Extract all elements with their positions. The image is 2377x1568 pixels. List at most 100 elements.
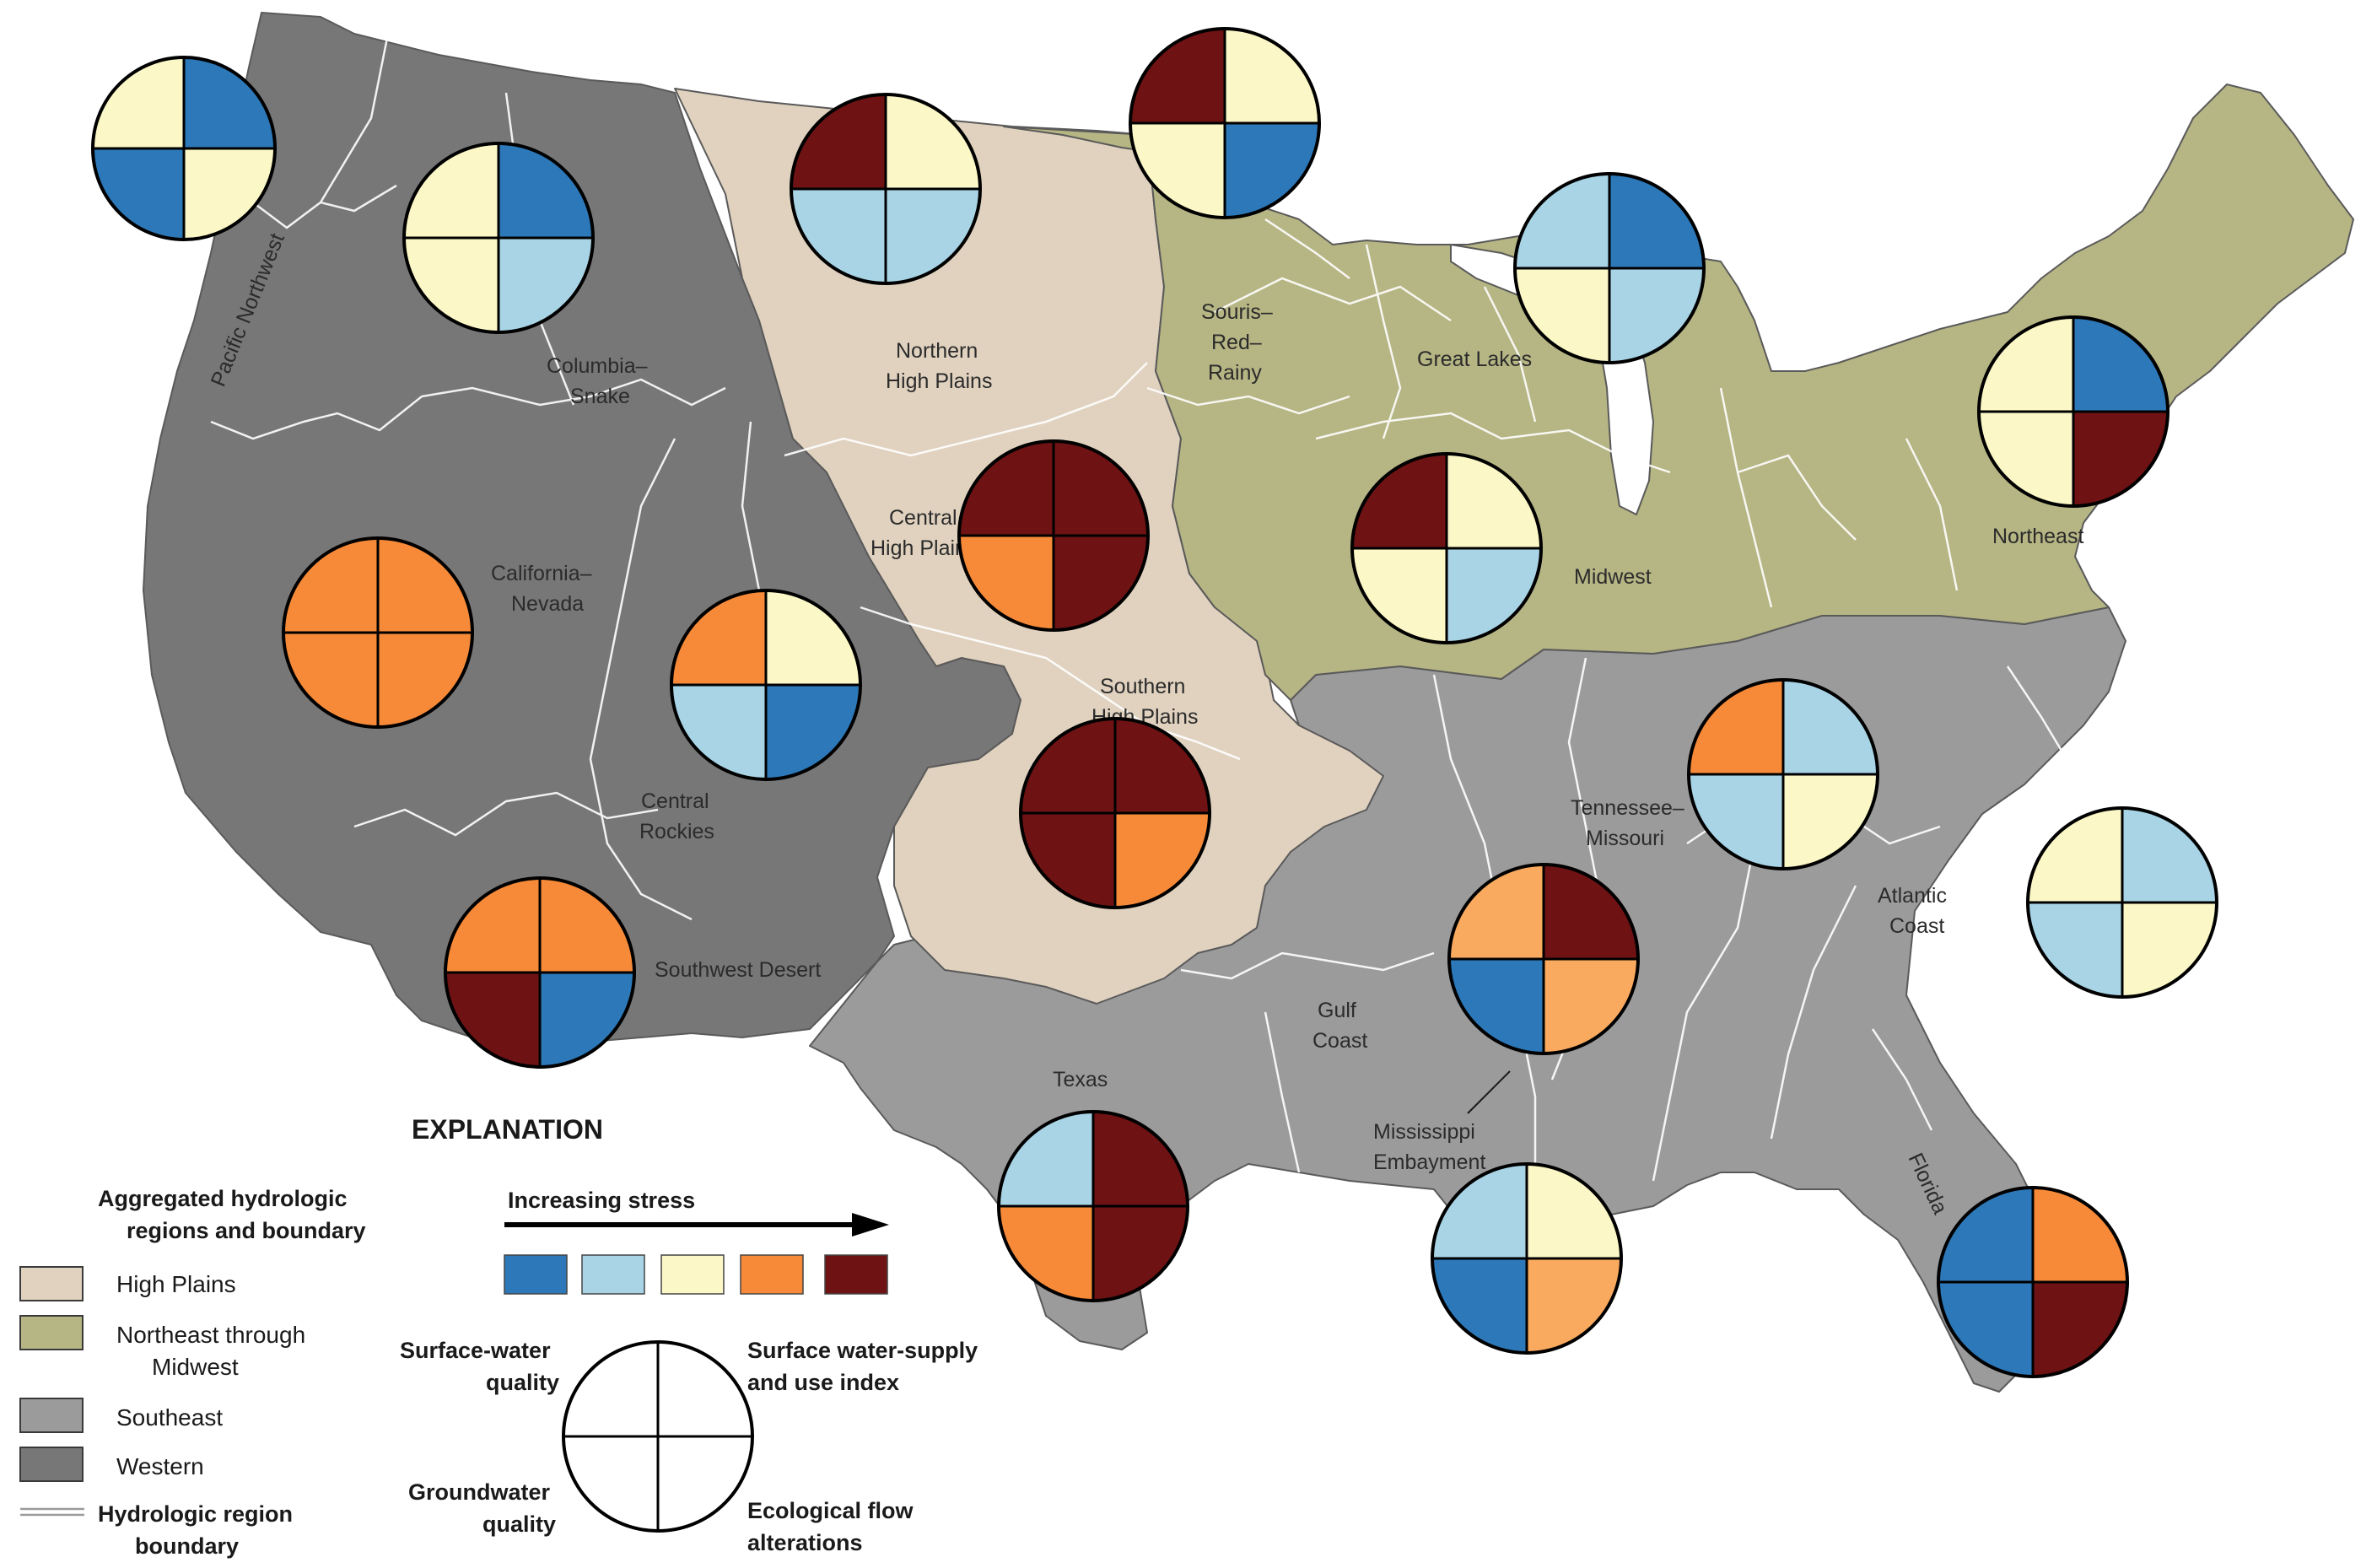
western-region (143, 12, 1021, 1047)
pie-pacific-northwest (91, 56, 277, 241)
label-midwest: Midwest (1574, 565, 1652, 589)
legend-label-southeast: Southeast (116, 1404, 223, 1431)
pie-mississippi-embayment (1431, 1162, 1623, 1355)
label-central-high-plains-1: Central (889, 506, 957, 530)
pie-outline (997, 1110, 1189, 1302)
pie-outline (2026, 806, 2218, 999)
label-northeast: Northeast (1992, 525, 2083, 548)
pie-outline (444, 876, 636, 1069)
stress-swatch-4 (740, 1254, 804, 1295)
pie-central-rockies (670, 589, 862, 781)
pie-gulf-coast (1447, 863, 1640, 1055)
increasing-stress-arrow (504, 1213, 889, 1237)
label-columbia-snake-2: Snake (570, 385, 630, 408)
label-northern-high-plains-2: High Plains (886, 369, 992, 393)
pie-outline (282, 536, 474, 729)
mississippi-leader-line (1467, 1070, 1511, 1114)
pie-southern-high-plains (1019, 717, 1211, 909)
label-california-nevada-1: California– (491, 562, 592, 585)
pie-outline (1431, 1162, 1623, 1355)
legend-label-northeast-midwest-2: Midwest (152, 1354, 239, 1380)
pie-outline (1687, 678, 1879, 870)
legend-swatch-western (19, 1447, 84, 1482)
label-columbia-snake-1: Columbia– (547, 354, 648, 378)
label-atlantic-coast-2: Coast (1889, 914, 1944, 938)
legend-label-high-plains: High Plains (116, 1271, 236, 1297)
label-california-nevada-2: Nevada (511, 592, 584, 616)
label-atlantic-coast-1: Atlantic (1878, 884, 1947, 908)
regions-heading-1: Aggregated hydrologic (98, 1186, 348, 1211)
label-southern-high-plains-1: Southern (1100, 675, 1185, 698)
legend-boundary-symbol (20, 1507, 84, 1517)
label-souris-2: Red– (1211, 331, 1262, 354)
pie-northeast (1977, 315, 2169, 508)
label-great-lakes: Great Lakes (1417, 348, 1532, 371)
pie-outline (1447, 863, 1640, 1055)
key-groundwater-quality-2: quality (482, 1511, 556, 1537)
legend-swatch-southeast (19, 1398, 84, 1433)
key-surface-water-quality-2: quality (486, 1370, 559, 1395)
legend-boundary-1: Hydrologic region (98, 1501, 293, 1527)
pie-outline (957, 439, 1150, 632)
pie-outline (1019, 717, 1211, 909)
regions-heading-2: regions and boundary (127, 1218, 366, 1243)
quadrant-key-circle (562, 1340, 754, 1533)
label-tennessee-missouri-1: Tennessee– (1571, 796, 1684, 820)
pie-outline (790, 93, 982, 285)
stress-swatch-1 (504, 1254, 568, 1295)
legend-label-western: Western (116, 1453, 204, 1479)
label-gulf-coast-1: Gulf (1318, 999, 1356, 1022)
label-northern-high-plains-1: Northern (896, 339, 978, 363)
region-labels: Pacific Northwest Columbia– Snake Northe… (207, 230, 2084, 1218)
increasing-stress-label: Increasing stress (508, 1188, 695, 1213)
stress-swatches (504, 1254, 888, 1295)
legend-boundary-2: boundary (135, 1533, 239, 1559)
pie-florida (1937, 1186, 2129, 1378)
label-southwest-desert: Southwest Desert (655, 958, 821, 982)
label-mississippi-embayment-1: Mississippi (1373, 1120, 1475, 1144)
pie-california-nevada (282, 536, 474, 729)
label-souris-3: Rainy (1208, 361, 1262, 385)
pie-outline (1513, 172, 1706, 364)
pie-great-lakes (1513, 172, 1706, 364)
key-surface-water-supply-1: Surface water-supply (747, 1338, 978, 1363)
legend-swatch-high-plains (19, 1266, 84, 1301)
pie-columbia-snake (402, 142, 595, 334)
label-texas: Texas (1053, 1068, 1108, 1091)
pie-northern-high-plains (790, 93, 982, 285)
explanation-title: EXPLANATION (412, 1114, 603, 1145)
label-central-rockies-2: Rockies (639, 820, 714, 843)
label-souris-1: Souris– (1201, 300, 1273, 324)
pie-outline (670, 589, 862, 781)
pie-outline (402, 142, 595, 334)
pie-atlantic-coast (2026, 806, 2218, 999)
pie-outline (1937, 1186, 2129, 1378)
label-mississippi-embayment-2: Embayment (1373, 1150, 1485, 1174)
pie-central-high-plains (957, 439, 1150, 632)
pie-southwest-desert (444, 876, 636, 1069)
legend-label-northeast-midwest-1: Northeast through (116, 1322, 305, 1348)
legend-swatch-northeast-midwest (19, 1315, 84, 1350)
explanation-legend: EXPLANATION Aggregated hydrologic region… (19, 1114, 978, 1559)
pie-outline (91, 56, 277, 241)
pie-glyphs (91, 27, 2218, 1378)
label-gulf-coast-2: Coast (1312, 1029, 1367, 1053)
pie-souris-red-rainy (1129, 27, 1321, 219)
stress-swatch-3 (660, 1254, 725, 1295)
pie-texas (997, 1110, 1189, 1302)
key-surface-water-quality-1: Surface-water (400, 1338, 551, 1363)
key-ecological-flow-2: alterations (747, 1530, 863, 1555)
key-groundwater-quality-1: Groundwater (408, 1479, 551, 1505)
stress-swatch-5 (824, 1254, 888, 1295)
label-tennessee-missouri-2: Missouri (1586, 827, 1664, 850)
pie-outline (1129, 27, 1321, 219)
key-ecological-flow-1: Ecological flow (747, 1498, 914, 1523)
pie-midwest (1350, 452, 1543, 644)
key-surface-water-supply-2: and use index (747, 1370, 899, 1395)
pie-tennessee-missouri (1687, 678, 1879, 870)
pie-outline (1350, 452, 1543, 644)
label-central-rockies-1: Central (641, 789, 709, 813)
stress-swatch-2 (581, 1254, 645, 1295)
pie-outline (1977, 315, 2169, 508)
